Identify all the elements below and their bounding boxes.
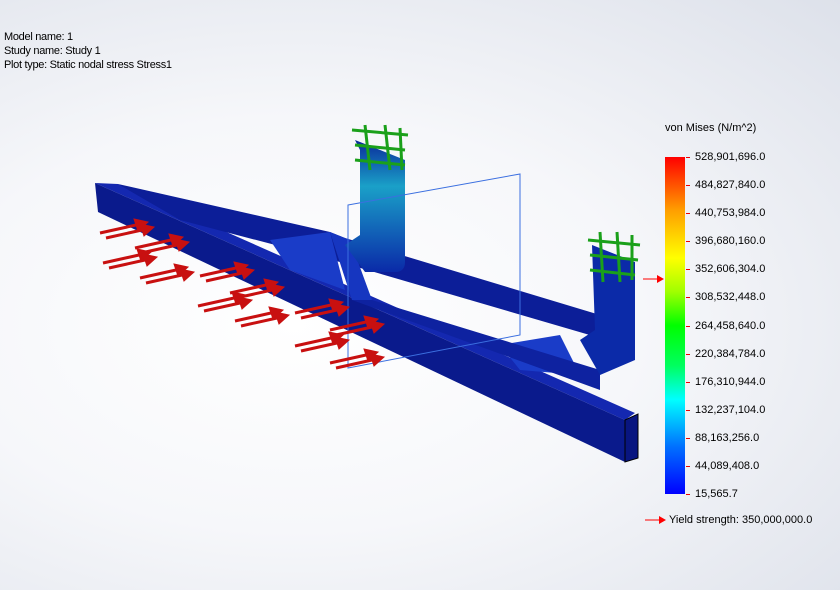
force-arrow-head (334, 303, 351, 317)
plot-type: Plot type: Static nodal stress Stress1 (4, 59, 172, 71)
legend-tick (686, 185, 690, 187)
force-arrow-shaft (335, 325, 373, 337)
force-arrow-shaft (145, 273, 183, 285)
legend-tick (686, 297, 690, 299)
legend-tick (686, 269, 690, 271)
legend-tick-label: 484,827,840.0 (695, 179, 766, 192)
left-tower (345, 140, 405, 272)
legend-tick (686, 157, 690, 158)
legend-tick-label: 44,089,408.0 (695, 459, 760, 472)
force-arrow-shaft (329, 353, 367, 365)
force-arrow-head (139, 223, 156, 237)
legend-tick-label: 220,384,784.0 (695, 347, 766, 360)
gusset-left (270, 232, 345, 290)
force-arrow-shaft (105, 228, 143, 240)
force-arrow-shaft (199, 266, 237, 278)
force-arrow-head (269, 283, 286, 297)
force-arrow-shaft (229, 283, 267, 295)
model-name: Model name: 1 (4, 31, 73, 43)
section-plane (347, 173, 521, 369)
legend-tick (686, 494, 690, 495)
force-arrow-shaft (102, 253, 140, 265)
force-arrow-shaft (329, 320, 367, 332)
legend-tick-label: 132,237,104.0 (695, 403, 766, 416)
force-arrow-shaft (134, 238, 172, 250)
force-arrow-shaft (139, 268, 177, 280)
legend-tick (686, 213, 690, 215)
yield-arrow-icon (645, 516, 666, 524)
force-arrow-shaft (294, 336, 332, 348)
force-arrow-shaft (240, 316, 278, 328)
legend-tick (686, 437, 690, 439)
legend-tick-label: 528,901,696.0 (695, 151, 766, 163)
legend-tick (686, 353, 690, 355)
legend-tick-label: 440,753,984.0 (695, 207, 766, 220)
force-arrow-shaft (203, 301, 241, 313)
legend-tick-label: 396,680,160.0 (695, 235, 766, 248)
beam-end (624, 413, 639, 463)
force-arrow-head (179, 268, 196, 282)
force-arrow-shaft (300, 308, 338, 320)
force-arrow-head (239, 266, 256, 280)
diagonal-strut (330, 232, 372, 300)
force-arrow-head (334, 336, 351, 350)
study-name: Study name: Study 1 (4, 45, 101, 57)
force-arrow-head (369, 353, 386, 367)
force-arrows (99, 218, 386, 370)
legend-tick-label: 308,532,448.0 (695, 291, 766, 304)
legend-tick (686, 325, 690, 327)
legend-tick (686, 241, 690, 243)
legend-tick-label: 15,565.7 (695, 488, 738, 500)
legend-tick (686, 465, 690, 467)
force-arrow-head (174, 238, 191, 252)
cross-brace (352, 300, 600, 390)
force-arrow-shaft (234, 311, 272, 323)
color-scale-bar[interactable] (665, 157, 685, 494)
yield-strength-label: Yield strength: 350,000,000.0 (669, 514, 813, 526)
yield-strength: Yield strength: 350,000,000.0 (645, 514, 812, 526)
legend-tick-label: 264,458,640.0 (695, 319, 766, 332)
legend-tick-label: 88,163,256.0 (695, 431, 760, 444)
force-arrow-shaft (294, 303, 332, 315)
legend-tick-label: 176,310,944.0 (695, 375, 766, 388)
legend-tick (686, 409, 690, 411)
yield-marker-icon (643, 270, 665, 288)
force-arrow-shaft (99, 223, 137, 235)
force-arrow-head (369, 320, 386, 334)
force-arrow-shaft (197, 296, 235, 308)
fixture-right (587, 231, 641, 283)
right-tower (580, 245, 635, 375)
force-arrow-head (237, 296, 254, 310)
force-arrow-shaft (335, 358, 373, 370)
legend-title: von Mises (N/m^2) (665, 122, 757, 134)
legend-tick-label: 352,606,304.0 (695, 263, 766, 276)
force-arrow-shaft (300, 341, 338, 353)
force-arrow-shaft (205, 271, 243, 283)
fixture-left (351, 124, 409, 171)
force-arrow-head (274, 311, 291, 325)
force-arrow-head (142, 253, 159, 267)
legend-tick (686, 381, 690, 383)
force-arrow-shaft (108, 258, 146, 270)
